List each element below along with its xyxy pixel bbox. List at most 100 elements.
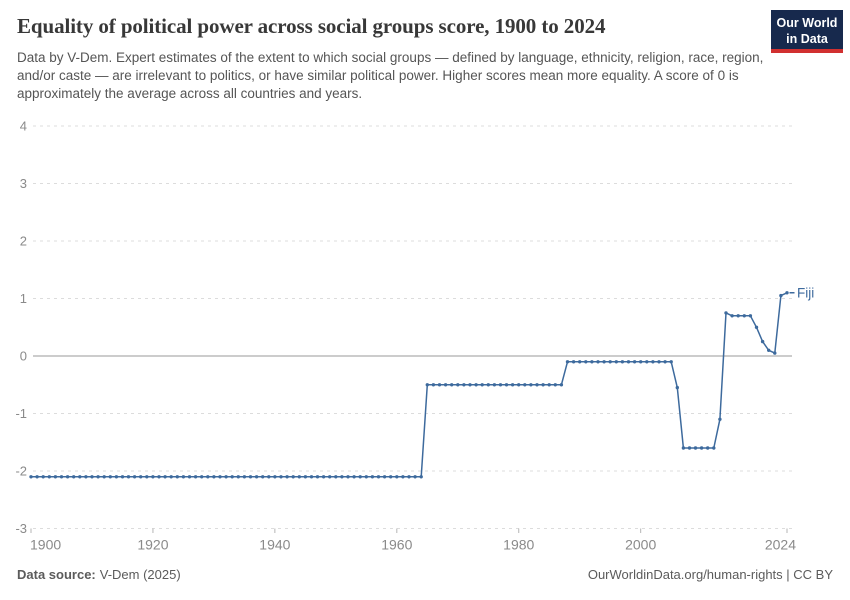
data-point <box>504 383 509 387</box>
data-point <box>273 475 277 479</box>
data-point <box>376 475 381 479</box>
data-point <box>450 383 454 387</box>
data-point <box>456 383 460 387</box>
data-point <box>718 417 722 421</box>
data-point <box>553 383 557 387</box>
entity-label[interactable]: Fiji <box>797 285 814 300</box>
data-point <box>675 385 679 390</box>
data-point <box>187 475 192 479</box>
data-point <box>193 475 198 479</box>
x-axis-label: 2000 <box>625 537 656 553</box>
data-point <box>41 475 45 479</box>
data-point <box>114 475 119 479</box>
footer-link[interactable]: OurWorldinData.org/human-rights | CC BY <box>587 567 833 582</box>
data-point <box>261 475 265 479</box>
data-point <box>614 360 618 364</box>
y-axis-label: 3 <box>20 176 27 191</box>
data-point <box>181 475 186 479</box>
data-point <box>358 475 362 479</box>
owid-logo[interactable]: Our World in Data <box>771 10 843 53</box>
data-point <box>267 475 271 479</box>
data-point <box>72 475 76 479</box>
data-point <box>425 383 429 387</box>
data-point <box>541 383 545 387</box>
data-point <box>224 475 228 479</box>
owid-logo-line1: Our World <box>776 16 838 30</box>
data-point <box>699 446 704 450</box>
data-source: Data source: V-Dem (2025) <box>17 567 181 582</box>
data-point <box>236 475 240 479</box>
data-point <box>474 383 478 387</box>
data-point <box>285 475 289 479</box>
data-point <box>230 475 234 479</box>
data-point <box>175 475 179 479</box>
data-point <box>480 383 484 387</box>
x-axis-label: 1940 <box>259 537 290 553</box>
data-point <box>242 475 247 479</box>
data-point <box>309 475 314 479</box>
data-point <box>620 360 625 364</box>
data-point <box>145 475 149 479</box>
data-point <box>535 383 539 387</box>
data-point <box>565 360 570 364</box>
data-point <box>413 475 417 479</box>
data-point <box>151 475 155 479</box>
data-point <box>724 311 728 315</box>
data-point <box>760 339 765 344</box>
data-point <box>498 383 503 387</box>
data-point <box>407 475 411 479</box>
data-point <box>468 383 472 387</box>
data-point <box>126 475 131 479</box>
data-point <box>291 475 295 479</box>
chart-subtitle: Data by V-Dem. Expert estimates of the e… <box>17 50 764 101</box>
data-point <box>120 475 125 479</box>
x-axis-label: 1900 <box>30 537 61 553</box>
data-point <box>47 475 51 479</box>
y-axis-label: 1 <box>20 291 27 306</box>
y-axis-label: -3 <box>15 521 27 536</box>
data-point <box>364 475 368 479</box>
data-point <box>59 475 64 479</box>
data-point <box>510 383 515 387</box>
data-point <box>35 475 39 479</box>
data-point <box>248 475 253 479</box>
data-point <box>334 475 338 479</box>
data-point <box>578 360 582 364</box>
data-point <box>547 383 551 387</box>
data-point <box>693 446 698 450</box>
data-point <box>523 383 527 387</box>
y-axis-label: -2 <box>15 464 27 479</box>
y-axis-label: 2 <box>20 234 27 249</box>
data-point <box>443 383 448 387</box>
data-point <box>767 348 771 352</box>
data-point <box>53 475 58 479</box>
data-point <box>687 446 692 450</box>
data-point <box>78 475 82 479</box>
data-point <box>748 314 753 318</box>
data-point <box>102 475 106 479</box>
data-point <box>492 383 497 387</box>
data-point <box>773 351 777 355</box>
data-point <box>321 475 326 479</box>
data-point <box>462 383 466 387</box>
data-line <box>31 292 788 478</box>
data-point <box>681 446 686 450</box>
data-point <box>645 360 649 364</box>
data-point <box>602 360 606 364</box>
data-point <box>279 475 283 479</box>
data-point <box>382 475 387 479</box>
data-point <box>328 475 332 479</box>
data-point <box>437 383 442 387</box>
y-axis-label: 4 <box>20 119 27 134</box>
y-axis-label: -1 <box>15 406 27 421</box>
data-point <box>785 291 789 295</box>
data-point <box>779 293 783 298</box>
x-axis-label: 1960 <box>381 537 412 553</box>
data-point <box>65 475 70 479</box>
chart-footer: Data source: V-Dem (2025) OurWorldinData.… <box>17 567 833 582</box>
data-point <box>657 360 661 364</box>
data-point <box>584 360 588 364</box>
data-point <box>395 475 399 479</box>
